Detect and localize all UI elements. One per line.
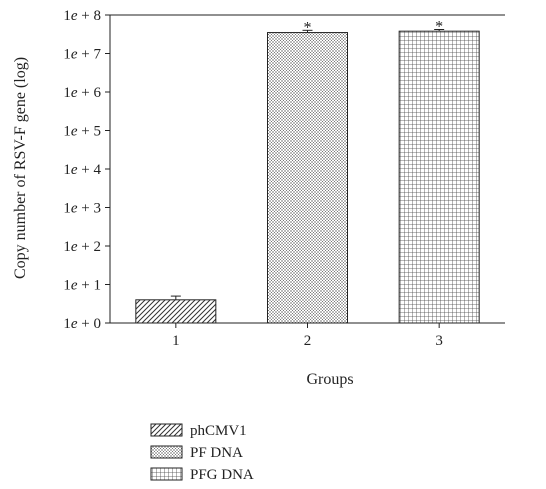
- y-tick-label-exponent: + 8: [78, 8, 101, 24]
- y-tick-label: 1e + 0: [63, 316, 101, 332]
- y-tick-label-exponent: + 5: [78, 124, 101, 140]
- y-tick-label-e: e: [71, 47, 78, 63]
- y-tick-label: 1e + 8: [63, 8, 101, 24]
- significance-marker-2: *: [304, 19, 312, 36]
- legend: phCMV1 PF DNA PFG DNA: [150, 423, 254, 483]
- y-tick-label-mantissa: 1: [63, 278, 71, 294]
- y-tick-label-e: e: [71, 316, 78, 332]
- y-tick-label-e: e: [71, 8, 78, 24]
- y-tick-label-e: e: [71, 239, 78, 255]
- legend-label-1: phCMV1: [190, 423, 247, 439]
- y-tick-label: 1e + 5: [63, 124, 101, 140]
- legend-swatch-2: [150, 445, 183, 459]
- y-tick-label: 1e + 3: [63, 201, 101, 217]
- y-tick-label-exponent: + 6: [78, 85, 102, 101]
- y-tick-label-e: e: [71, 201, 78, 217]
- y-tick-label-mantissa: 1: [63, 239, 71, 255]
- y-tick-label-mantissa: 1: [63, 124, 71, 140]
- y-tick-label-mantissa: 1: [63, 162, 71, 178]
- y-tick-label: 1e + 2: [63, 239, 101, 255]
- y-axis-title: Copy number of RSV-F gene (log): [12, 57, 29, 279]
- y-tick-label-mantissa: 1: [63, 201, 71, 217]
- y-tick-label-mantissa: 1: [63, 8, 71, 24]
- y-tick-label-e: e: [71, 85, 78, 101]
- x-ticks: 1 2 3: [172, 323, 443, 349]
- legend-label-2: PF DNA: [190, 445, 243, 461]
- y-tick-label-exponent: + 1: [78, 278, 101, 294]
- legend-label-3: PFG DNA: [190, 467, 254, 483]
- y-tick-label-exponent: + 7: [78, 47, 102, 63]
- x-tick-label: 1: [172, 333, 180, 349]
- y-tick-label: 1e + 4: [63, 162, 101, 178]
- y-tick-label: 1e + 1: [63, 278, 101, 294]
- error-bars-layer: [170, 29, 445, 300]
- bar-1: [135, 299, 217, 324]
- y-tick-label-exponent: + 0: [78, 316, 101, 332]
- y-tick-label: 1e + 7: [63, 47, 101, 63]
- x-axis-title: Groups: [306, 371, 353, 388]
- y-tick-label-mantissa: 1: [63, 316, 71, 332]
- y-tick-label: 1e + 6: [63, 85, 101, 101]
- significance-layer: * *: [304, 19, 444, 37]
- y-tick-label-mantissa: 1: [63, 85, 71, 101]
- legend-swatch-1: [150, 423, 183, 437]
- x-tick-label: 2: [304, 333, 312, 349]
- legend-swatch-3: [150, 467, 183, 481]
- y-tick-label-mantissa: 1: [63, 47, 71, 63]
- bar-3: [398, 30, 480, 324]
- y-ticks: 1e + 01e + 11e + 21e + 31e + 41e + 51e +…: [63, 8, 110, 332]
- y-tick-label-exponent: + 3: [78, 201, 101, 217]
- significance-marker-3: *: [435, 19, 443, 36]
- y-tick-label-exponent: + 4: [78, 162, 102, 178]
- x-tick-label: 3: [435, 333, 443, 349]
- bars-layer: [135, 30, 480, 324]
- y-tick-label-e: e: [71, 162, 78, 178]
- y-tick-label-e: e: [71, 124, 78, 140]
- bar-2: [267, 32, 348, 324]
- y-tick-label-exponent: + 2: [78, 239, 101, 255]
- y-tick-label-e: e: [71, 278, 78, 294]
